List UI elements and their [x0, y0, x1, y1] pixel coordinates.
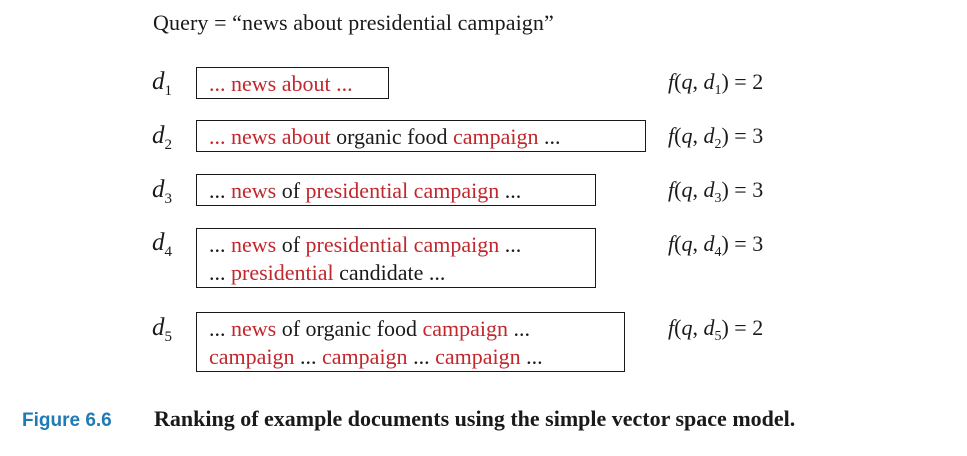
matched-term: campaign	[453, 124, 539, 149]
matched-term: campaign	[435, 344, 521, 369]
doc-label: d5	[152, 314, 172, 346]
relevance-score: f(q, d4) = 3	[668, 231, 764, 260]
document-text: candidate ...	[333, 260, 446, 285]
doc-label-letter: d	[152, 68, 165, 95]
relevance-score: f(q, d2) = 3	[668, 123, 764, 152]
document-text: ...	[538, 124, 561, 149]
doc-label: d3	[152, 176, 172, 208]
score-doc-subscript: 4	[714, 245, 722, 260]
score-value: 3	[752, 177, 764, 202]
matched-term: ...	[209, 71, 231, 96]
document-line: ... news of presidential campaign ...	[209, 177, 585, 205]
document-line: ... news of organic food campaign ...	[209, 315, 614, 343]
document-text: ...	[209, 260, 231, 285]
score-doc: d	[703, 177, 715, 202]
matched-term: presidential campaign	[305, 178, 500, 203]
doc-label: d1	[152, 68, 172, 100]
matched-term: ...	[209, 124, 231, 149]
score-doc-subscript: 3	[714, 191, 722, 206]
score-doc-subscript: 2	[714, 137, 722, 152]
doc-label-letter: d	[152, 122, 165, 149]
score-query: q	[681, 123, 693, 148]
document-text: organic food	[330, 124, 453, 149]
document-text: ...	[407, 344, 436, 369]
doc-label-letter: d	[152, 176, 165, 203]
score-function: f	[668, 315, 675, 340]
score-function: f	[668, 69, 675, 94]
document-text: ...	[209, 232, 231, 257]
document-box: ... news about ...	[196, 67, 389, 99]
matched-term: news	[231, 232, 277, 257]
doc-label: d4	[152, 229, 172, 261]
doc-label-subscript: 2	[164, 137, 173, 153]
document-box: ... news of presidential campaign ...	[196, 174, 596, 206]
score-doc: d	[703, 69, 715, 94]
document-box: ... news of presidential campaign ......…	[196, 228, 596, 288]
doc-label: d2	[152, 122, 172, 154]
document-text: ...	[209, 178, 231, 203]
document-text: of	[276, 178, 306, 203]
relevance-score: f(q, d3) = 3	[668, 177, 764, 206]
matched-term: news	[231, 178, 277, 203]
score-value: 3	[752, 123, 764, 148]
matched-term: ...	[330, 71, 353, 96]
matched-term: campaign	[322, 344, 408, 369]
doc-label-subscript: 1	[164, 83, 173, 99]
doc-label-subscript: 4	[164, 244, 173, 260]
document-text: of organic food	[276, 316, 423, 341]
document-text: ...	[209, 316, 231, 341]
document-line: campaign ... campaign ... campaign ...	[209, 343, 614, 371]
document-text: ...	[294, 344, 323, 369]
score-value: 3	[752, 231, 764, 256]
score-function: f	[668, 231, 675, 256]
figure-caption: Figure 6.6 Ranking of example documents u…	[22, 406, 795, 432]
document-text: ...	[499, 232, 522, 257]
document-text: ...	[499, 178, 522, 203]
score-doc-subscript: 5	[714, 329, 722, 344]
doc-label-letter: d	[152, 314, 165, 341]
doc-label-letter: d	[152, 229, 165, 256]
figure-caption-text: Ranking of example documents using the s…	[154, 406, 796, 431]
score-query: q	[681, 315, 693, 340]
document-line: ... news of presidential campaign ...	[209, 231, 585, 259]
matched-term: news about	[231, 124, 331, 149]
figure-number: Figure 6.6	[22, 410, 112, 431]
score-query: q	[681, 231, 693, 256]
matched-term: campaign	[209, 344, 295, 369]
score-query: q	[681, 177, 693, 202]
score-function: f	[668, 177, 675, 202]
matched-term: news about	[231, 71, 331, 96]
matched-term: presidential	[231, 260, 334, 285]
matched-term: news	[231, 316, 277, 341]
score-query: q	[681, 69, 693, 94]
document-box: ... news of organic food campaign ... cam…	[196, 312, 625, 372]
score-doc: d	[703, 123, 715, 148]
score-doc: d	[703, 231, 715, 256]
matched-term: campaign	[422, 316, 508, 341]
document-line: ... presidential candidate ...	[209, 259, 585, 287]
query-line: Query = “news about presidential campaig…	[153, 10, 554, 35]
relevance-score: f(q, d5) = 2	[668, 315, 764, 344]
score-doc: d	[703, 315, 715, 340]
document-box: ... news about organic food campaign ...	[196, 120, 646, 152]
score-doc-subscript: 1	[714, 83, 722, 98]
document-text: ...	[507, 316, 530, 341]
score-function: f	[668, 123, 675, 148]
relevance-score: f(q, d1) = 2	[668, 69, 764, 98]
document-line: ... news about ...	[209, 70, 378, 98]
doc-label-subscript: 3	[164, 191, 173, 207]
score-value: 2	[752, 315, 764, 340]
doc-label-subscript: 5	[164, 329, 173, 345]
document-text: of	[276, 232, 306, 257]
score-value: 2	[752, 69, 764, 94]
document-text: ...	[520, 344, 543, 369]
document-line: ... news about organic food campaign ...	[209, 123, 635, 151]
matched-term: presidential campaign	[305, 232, 500, 257]
